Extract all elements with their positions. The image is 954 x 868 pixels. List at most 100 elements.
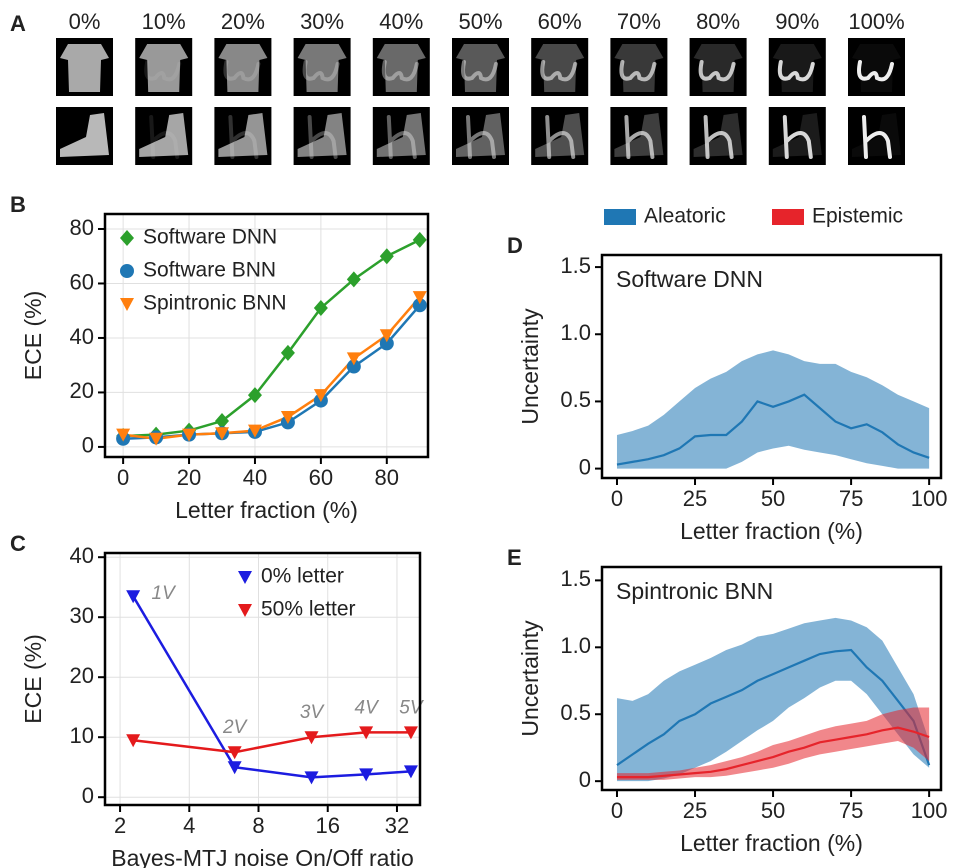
frame: [600, 565, 943, 792]
shirt: [376, 44, 426, 92]
marker: [403, 726, 418, 740]
legend-label: Software BNN: [143, 259, 276, 282]
x-tick-label: 100: [911, 798, 948, 823]
legend-label: Spintronic BNN: [143, 292, 287, 315]
marker: [238, 571, 252, 584]
marker: [120, 230, 134, 246]
letter: [624, 115, 655, 159]
x-tick-label: 75: [839, 798, 863, 823]
band: [616, 617, 930, 782]
marker: [359, 768, 374, 782]
point-label: 1V: [152, 583, 178, 604]
x-tick-label: 25: [683, 486, 707, 511]
shoe: [60, 113, 109, 157]
marker: [359, 726, 374, 740]
caption: 90%: [775, 9, 819, 34]
letter: [862, 115, 892, 159]
x-tick-label: 2: [114, 813, 126, 838]
y-tick-label: 1.5: [560, 566, 591, 591]
letter: [540, 60, 578, 82]
panel-label: E: [507, 545, 522, 570]
marker: [412, 231, 427, 248]
y-tick-label: 80: [70, 215, 94, 240]
y-tick-label: 1.5: [560, 253, 591, 278]
legend-label: 50% letter: [261, 598, 356, 621]
line: [616, 648, 931, 767]
line: [132, 595, 412, 779]
panel-label: D: [507, 233, 523, 258]
thumbnail: [610, 107, 668, 165]
letter: [466, 115, 496, 159]
legend-swatch: [772, 209, 804, 225]
frame: [103, 212, 430, 459]
line: [122, 296, 421, 441]
x-tick-label: 0: [611, 486, 623, 511]
marker: [247, 424, 262, 438]
caption: 50%: [458, 9, 502, 34]
x-tick-label: 4: [183, 813, 195, 838]
marker: [116, 428, 131, 442]
x-tick-label: 0: [611, 798, 623, 823]
marker: [412, 291, 427, 305]
marker: [238, 604, 252, 617]
y-tick-label: 0.5: [560, 387, 591, 412]
legend-label: 0% letter: [261, 565, 344, 588]
marker: [346, 271, 361, 288]
line: [123, 304, 421, 440]
panel-label: C: [10, 531, 26, 556]
point-label: 3V: [300, 702, 326, 723]
marker: [304, 731, 319, 745]
point-label: 2V: [222, 717, 249, 738]
letter: [381, 60, 419, 82]
marker: [346, 352, 361, 366]
shirt: [297, 44, 347, 92]
marker: [280, 344, 295, 361]
band: [616, 707, 930, 780]
caption: 20%: [221, 9, 265, 34]
marker: [182, 428, 197, 442]
marker: [379, 329, 394, 343]
letter: [545, 115, 576, 159]
letter: [857, 60, 894, 82]
x-tick-label: 60: [309, 465, 333, 490]
marker: [215, 427, 230, 441]
letter: [228, 115, 259, 159]
y-axis-label: ECE (%): [20, 634, 46, 723]
x-tick-label: 40: [243, 465, 267, 490]
marker: [120, 298, 134, 311]
shirt: [60, 44, 109, 92]
x-tick-label: 50: [761, 486, 785, 511]
letter: [386, 115, 417, 159]
caption: 80%: [696, 9, 740, 34]
marker: [379, 248, 394, 265]
y-tick-label: 20: [70, 663, 94, 688]
letter: [302, 60, 340, 82]
marker: [215, 413, 230, 430]
panel-title: Spintronic BNN: [616, 578, 773, 604]
panel-title: Software DNN: [616, 266, 763, 292]
letter: [461, 60, 498, 82]
y-tick-label: 60: [70, 269, 94, 294]
marker: [313, 299, 328, 316]
point-label: 5V: [399, 697, 425, 718]
y-tick-label: 10: [70, 723, 94, 748]
thumbnail: [452, 107, 509, 165]
shoe: [376, 113, 426, 157]
x-axis-label: Letter fraction (%): [680, 518, 863, 544]
y-tick-label: 30: [70, 603, 94, 628]
y-tick-label: 0.5: [560, 700, 591, 725]
caption: 100%: [848, 9, 904, 34]
letter: [307, 115, 338, 159]
y-tick-label: 0: [82, 783, 94, 808]
marker: [227, 761, 242, 775]
x-tick-label: 75: [839, 486, 863, 511]
marker: [126, 590, 141, 604]
y-tick-label: 0: [82, 433, 94, 458]
thumbnail: [689, 107, 747, 165]
caption: 70%: [617, 9, 661, 34]
panel-label: B: [10, 192, 26, 217]
marker: [126, 734, 141, 748]
letter: [144, 60, 182, 82]
x-axis-label: Letter fraction (%): [175, 497, 358, 523]
frame: [600, 253, 943, 480]
